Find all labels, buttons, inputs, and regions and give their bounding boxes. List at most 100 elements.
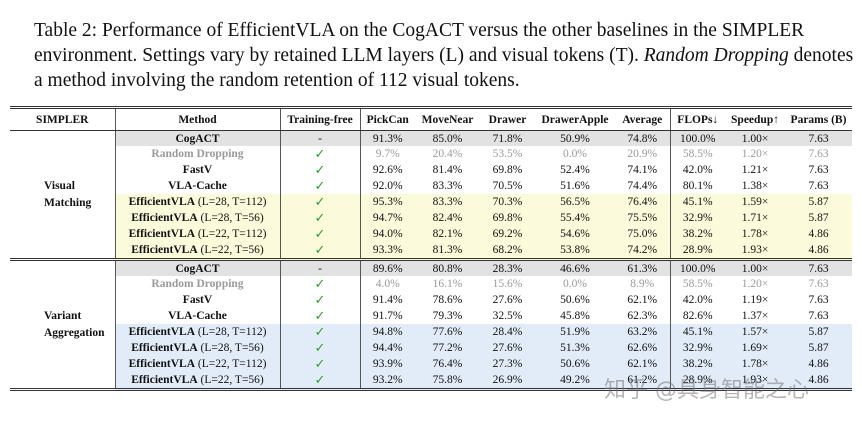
value-cell: 46.6% xyxy=(535,258,615,277)
method-cell: VLA-Cache xyxy=(115,308,281,325)
training-free-cell: ✓ xyxy=(280,324,361,341)
value-cell: 1.69× xyxy=(725,340,785,357)
value-cell: 1.57× xyxy=(725,324,785,341)
group-label-line: Matching xyxy=(44,196,92,209)
method-cell: Random Dropping xyxy=(115,276,281,293)
table-row: EfficientVLA (L=22, T=112) ✓ 94.0% 82.1% 69.… xyxy=(10,226,852,243)
value-cell: 1.20× xyxy=(741,278,769,291)
value-cell: 91.4% xyxy=(372,294,403,307)
value-cell: 62.3% xyxy=(615,308,671,325)
value-cell: 83.3% xyxy=(415,194,480,211)
caption-label: Table 2: xyxy=(34,20,98,41)
column-header: MoveNear xyxy=(415,107,480,131)
value-cell: 27.3% xyxy=(480,356,535,373)
method-cell: CogACT xyxy=(115,258,281,277)
value-cell: 5.87 xyxy=(785,324,852,341)
group-label-line: Aggregation xyxy=(44,326,105,339)
value-cell: 76.4% xyxy=(615,194,671,211)
value-cell: 92.6% xyxy=(372,164,403,177)
value-cell: 1.78× xyxy=(725,226,785,243)
table-row: EfficientVLA (L=22, T=56) ✓ 93.3% 81.3% 68.2… xyxy=(10,242,852,260)
value-cell: 32.9% xyxy=(670,340,725,357)
training-free-cell: ✓ xyxy=(280,210,361,227)
caption-text: denotes a method involving the random re… xyxy=(34,45,854,91)
value-cell: 76.4% xyxy=(415,356,480,373)
method-name: EfficientVLA xyxy=(131,212,198,225)
value-cell: 82.1% xyxy=(415,226,480,243)
value-cell: 4.86 xyxy=(785,372,852,390)
table-row: EfficientVLA (L=28, T=56) ✓ 94.4% 77.2% 27.6… xyxy=(10,340,852,357)
value-cell: 85.0% xyxy=(415,130,480,147)
caption: Table 2: Performance of EfficientVLA on … xyxy=(34,18,858,93)
method-name: EfficientVLA xyxy=(131,374,198,387)
value-cell: 1.37× xyxy=(741,310,769,323)
value-cell: 51.3% xyxy=(535,340,615,357)
method-cell: EfficientVLA (L=28, T=112) xyxy=(115,194,281,211)
method-name: VLA-Cache xyxy=(168,310,227,323)
value-cell: 42.0% xyxy=(682,164,713,177)
value-cell: 94.7% xyxy=(360,210,415,227)
method-name: FastV xyxy=(182,164,213,177)
training-free-cell: ✓ xyxy=(280,178,361,195)
value-cell: 20.9% xyxy=(615,146,671,163)
value-cell: 38.2% xyxy=(670,356,725,373)
value-cell: 15.6% xyxy=(492,278,523,291)
value-cell: 7.63 xyxy=(785,258,852,277)
method-name: EfficientVLA xyxy=(128,326,195,339)
value-cell: 74.4% xyxy=(615,178,671,195)
value-cell: 94.0% xyxy=(360,226,415,243)
caption-text: Performance of EfficientVLA on the CogAC… xyxy=(34,20,805,66)
value-cell: 1.19× xyxy=(741,294,769,307)
column-header: Drawer xyxy=(480,107,535,131)
value-cell: 5.87 xyxy=(785,210,852,227)
value-cell: 45.8% xyxy=(560,310,590,323)
method-cell: EfficientVLA (L=22, T=112) xyxy=(115,356,281,373)
table-row: FastV ✓ 91.4% 78.6% 27.6% 50.6% 62.1% 42.0% 1.19… xyxy=(10,292,852,309)
value-cell: 5.87 xyxy=(785,340,852,357)
method-setting: (L=22, T=56) xyxy=(200,374,264,387)
value-cell: 63.2% xyxy=(615,324,671,341)
value-cell: 80.8% xyxy=(415,258,480,277)
value-cell: 77.2% xyxy=(415,340,480,357)
value-cell: 92.0% xyxy=(372,180,403,193)
column-header: DrawerApple xyxy=(535,107,615,131)
value-cell: 54.6% xyxy=(535,226,615,243)
value-cell: 1.71× xyxy=(725,210,785,227)
column-header: Average xyxy=(615,107,671,131)
value-cell: 81.3% xyxy=(415,242,480,260)
value-cell: 1.38× xyxy=(741,180,769,193)
method-cell: EfficientVLA (L=22, T=56) xyxy=(115,372,281,390)
value-cell: 58.5% xyxy=(682,148,713,161)
group-label-line: Variant xyxy=(44,309,82,322)
column-header: Method xyxy=(115,107,281,131)
watermark: 知乎 @具身智能之心 xyxy=(604,378,809,403)
value-cell: 89.6% xyxy=(360,258,415,277)
value-cell: 69.8% xyxy=(492,164,523,177)
value-cell: 27.6% xyxy=(480,340,535,357)
value-cell: 28.3% xyxy=(480,258,535,277)
value-cell: 7.63 xyxy=(808,180,829,193)
column-header: FLOPs↓ xyxy=(670,107,725,131)
method-cell: EfficientVLA (L=28, T=56) xyxy=(115,210,281,227)
caption-emphasis: Random Dropping xyxy=(643,45,789,66)
value-cell: 75.0% xyxy=(615,226,671,243)
value-cell: 61.3% xyxy=(615,258,671,277)
method-cell: EfficientVLA (L=22, T=56) xyxy=(115,242,281,260)
value-cell: 75.5% xyxy=(615,210,671,227)
value-cell: 28.4% xyxy=(480,324,535,341)
value-cell: 0.0% xyxy=(563,148,587,161)
value-cell: 45.1% xyxy=(670,324,725,341)
value-cell: 27.6% xyxy=(492,294,523,307)
value-cell: 62.6% xyxy=(615,340,671,357)
value-cell: 75.8% xyxy=(415,372,480,390)
training-free-cell: ✓ xyxy=(280,372,361,390)
value-cell: 74.8% xyxy=(615,130,671,147)
value-cell: 94.4% xyxy=(360,340,415,357)
value-cell: 74.1% xyxy=(615,162,671,179)
value-cell: 69.8% xyxy=(480,210,535,227)
training-free-cell: ✓ xyxy=(280,340,361,357)
value-cell: 20.4% xyxy=(432,148,463,161)
column-header: PickCan xyxy=(360,107,415,131)
method-cell: EfficientVLA (L=28, T=56) xyxy=(115,340,281,357)
value-cell: 26.9% xyxy=(480,372,535,390)
